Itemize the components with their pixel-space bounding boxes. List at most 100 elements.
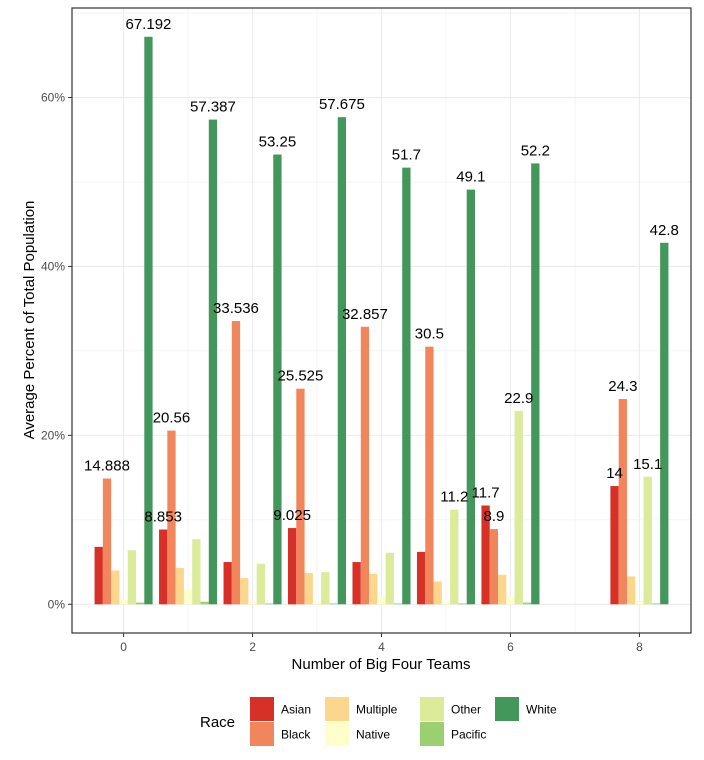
bar-native-5	[441, 601, 451, 605]
data-label: 9.025	[273, 507, 311, 524]
bar-asian-8	[610, 486, 619, 605]
bar-native-8	[635, 600, 644, 605]
x-tick-label: 4	[378, 640, 385, 654]
data-label: 24.3	[608, 378, 637, 395]
bar-native-3	[312, 600, 322, 605]
legend-label-pacific: Pacific	[451, 728, 486, 742]
legend-swatch-pacific	[420, 722, 444, 746]
axes: 0% 20% 40% 60% 0 2 4 6 8	[41, 91, 643, 654]
bar-other-1	[192, 539, 201, 605]
legend-swatch-black	[250, 722, 274, 746]
bar-asian-0	[94, 546, 103, 605]
bar-multiple-6	[498, 574, 507, 605]
bar-white-0	[144, 36, 153, 605]
bar-black-1	[167, 430, 176, 605]
data-label: 52.2	[521, 142, 550, 159]
x-tick-label: 2	[249, 640, 256, 654]
x-tick-label: 8	[636, 640, 643, 654]
bar-other-5	[450, 509, 459, 605]
bar-white-1	[208, 119, 218, 605]
legend-swatch-other	[420, 697, 444, 721]
bar-other-2	[256, 563, 265, 605]
bar-pacific-0	[136, 602, 145, 605]
y-axis-title: Average Percent of Total Population	[21, 201, 38, 440]
bar-asian-5	[416, 551, 426, 605]
data-label: 42.8	[650, 222, 679, 239]
bar-white-6	[531, 163, 540, 605]
bar-pacific-5	[458, 603, 467, 605]
bar-pacific-2	[264, 603, 274, 605]
bar-white-5	[466, 189, 475, 605]
bar-black-3	[296, 388, 305, 605]
bar-white-2	[273, 154, 282, 605]
bar-black-2	[231, 321, 241, 605]
data-label: 49.1	[456, 169, 485, 186]
bar-multiple-4	[369, 573, 378, 605]
legend-swatch-asian	[250, 697, 274, 721]
data-label: 15.1	[633, 456, 662, 473]
data-label: 20.56	[153, 410, 191, 427]
bar-black-0	[102, 478, 112, 605]
bar-asian-4	[352, 562, 361, 605]
bar-multiple-0	[111, 570, 120, 605]
x-tick-label: 6	[507, 640, 514, 654]
data-labels: 8.853 9.025 11.7 14 14.888 20.56 33.536 25.525 3…	[84, 16, 679, 526]
data-label: 32.857	[342, 306, 388, 323]
data-label: 11.2	[440, 489, 468, 506]
bar-native-6	[506, 596, 515, 605]
y-tick-label: 0%	[48, 597, 66, 611]
bar-asian-2	[223, 562, 232, 605]
bar-native-4	[377, 596, 386, 605]
bar-asian-1	[159, 529, 168, 605]
data-label: 8.9	[483, 508, 504, 525]
legend: Race Asian Black Multiple Native Other Pacific…	[200, 697, 557, 746]
bar-other-6	[514, 410, 523, 605]
bar-black-6	[489, 529, 499, 605]
bar-pacific-1	[200, 601, 209, 605]
y-tick-label: 60%	[41, 91, 65, 105]
legend-label-white: White	[526, 703, 557, 717]
legend-swatch-native	[325, 722, 349, 746]
bar-black-8	[618, 399, 627, 605]
bar-multiple-3	[304, 573, 313, 605]
legend-swatch-white	[495, 697, 519, 721]
bar-asian-6	[481, 505, 490, 605]
bar-native-2	[248, 600, 257, 605]
bar-pacific-3	[329, 603, 338, 605]
legend-swatch-multiple	[325, 697, 349, 721]
data-label: 14	[606, 465, 623, 482]
data-label: 57.675	[319, 96, 365, 113]
bar-other-4	[385, 552, 394, 605]
bar-pacific-6	[522, 602, 532, 605]
bar-other-8	[643, 476, 652, 605]
bar-black-4	[360, 326, 370, 605]
legend-title: Race	[200, 714, 235, 731]
data-label: 25.525	[277, 368, 323, 385]
bar-pacific-8	[651, 603, 661, 605]
y-tick-label: 40%	[41, 259, 65, 273]
data-label: 53.25	[259, 134, 297, 151]
bar-black-5	[425, 346, 434, 605]
bar-asian-3	[288, 528, 297, 605]
legend-label-asian: Asian	[281, 703, 311, 717]
bar-multiple-2	[240, 578, 249, 605]
data-label: 22.9	[504, 390, 533, 407]
data-label: 14.888	[84, 458, 130, 475]
legend-label-other: Other	[451, 703, 481, 717]
data-label: 8.853	[144, 509, 182, 526]
bars	[94, 36, 669, 605]
y-tick-label: 20%	[41, 428, 65, 442]
bar-other-3	[321, 572, 330, 605]
legend-label-multiple: Multiple	[356, 703, 398, 717]
data-label: 30.5	[415, 326, 444, 343]
bar-native-1	[183, 589, 193, 605]
bar-white-8	[660, 242, 669, 605]
x-tick-label: 0	[120, 640, 127, 654]
data-label: 57.387	[190, 99, 236, 116]
legend-label-native: Native	[356, 728, 390, 742]
data-label: 11.7	[472, 484, 500, 501]
bar-multiple-5	[433, 581, 442, 605]
bar-pacific-4	[393, 603, 403, 605]
data-label: 67.192	[126, 16, 172, 33]
